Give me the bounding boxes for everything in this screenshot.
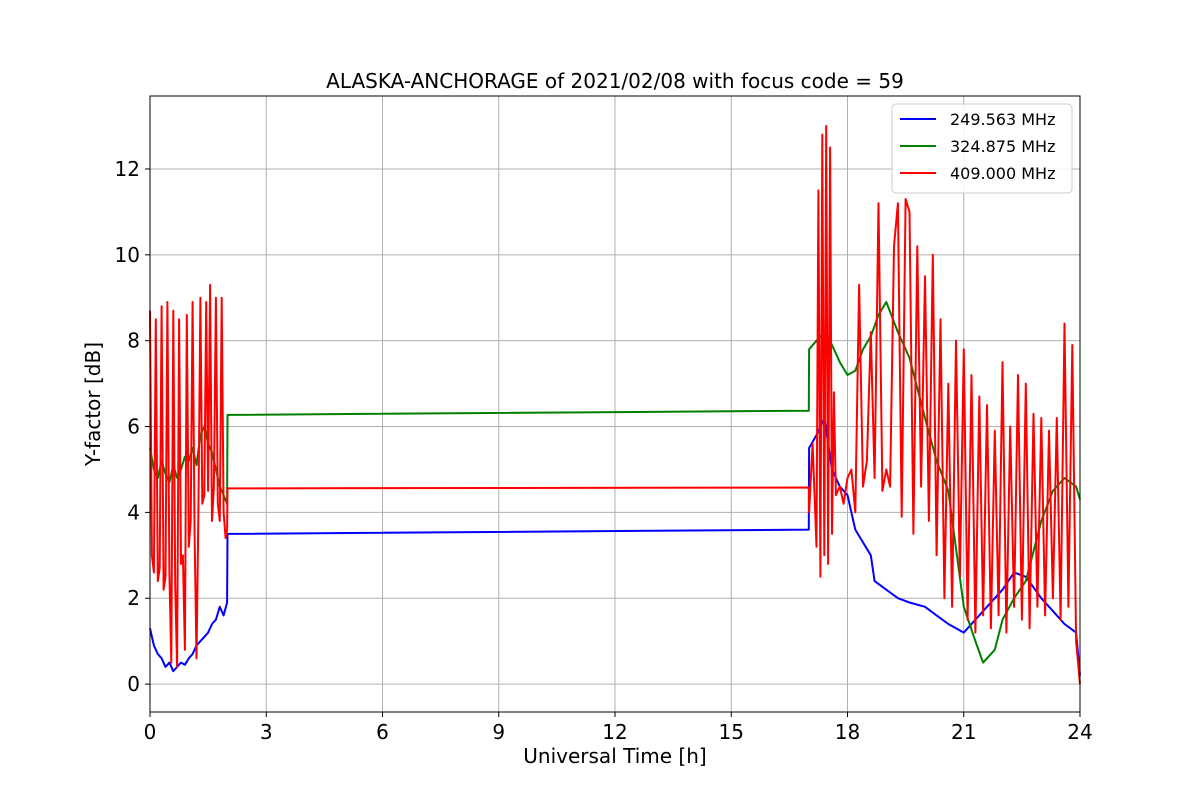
x-axis-label: Universal Time [h] [523, 744, 706, 768]
y-tick-label: 6 [127, 415, 140, 439]
y-tick-label: 8 [127, 329, 140, 353]
x-tick-label: 3 [260, 720, 273, 744]
y-tick-label: 4 [127, 500, 140, 524]
y-tick-label: 2 [127, 586, 140, 610]
x-axis-ticks: 0 3 6 9 12 15 18 21 24 [144, 712, 1093, 744]
legend-entry-label: 249.563 MHz [950, 110, 1055, 129]
x-tick-label: 24 [1067, 720, 1092, 744]
y-axis-label: Y-factor [dB] [81, 342, 105, 467]
legend-box [891, 103, 1073, 194]
plot-series [149, 125, 1081, 685]
y-tick-label: 10 [115, 243, 140, 267]
x-tick-label: 12 [602, 720, 627, 744]
legend-entry-label: 409.000 MHz [950, 164, 1055, 183]
x-tick-label: 6 [376, 720, 389, 744]
legend: 249.563 MHz 324.875 MHz 409.000 MHz [891, 103, 1073, 194]
x-tick-label: 0 [144, 720, 157, 744]
y-tick-label: 12 [115, 157, 140, 181]
x-tick-label: 18 [835, 720, 860, 744]
y-axis-ticks: 0 2 4 6 8 10 12 [115, 157, 150, 696]
x-tick-label: 21 [951, 720, 976, 744]
x-tick-label: 15 [719, 720, 744, 744]
series-line-2 [149, 125, 1081, 685]
y-tick-label: 0 [127, 672, 140, 696]
x-tick-label: 9 [492, 720, 505, 744]
chart-title: ALASKA-ANCHORAGE of 2021/02/08 with focu… [326, 69, 904, 93]
legend-entry-label: 324.875 MHz [950, 137, 1055, 156]
